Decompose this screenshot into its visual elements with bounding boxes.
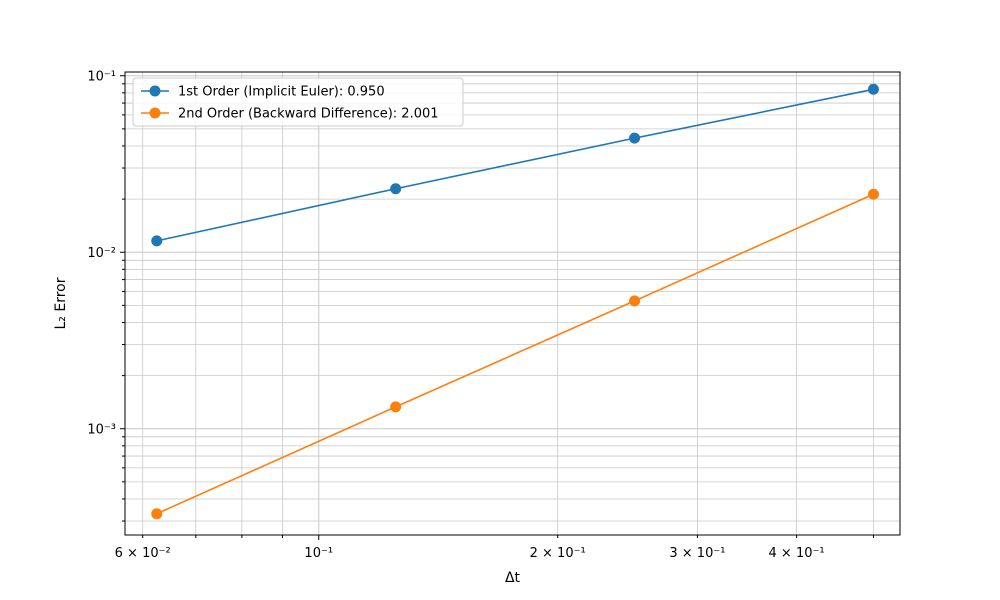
axis-ticks: 6 × 10⁻² 10⁻¹ 2 × 10⁻¹ 3 × 10⁻¹ 4 × 10⁻¹ 10⁻³…	[87, 70, 874, 561]
series-line-1	[156, 88, 874, 242]
x-axis-label: Δt	[505, 570, 521, 586]
x-tick-label: 6 × 10⁻²	[115, 546, 171, 561]
series-1-point	[390, 183, 402, 195]
legend-swatch-marker	[149, 107, 161, 119]
series-1-point	[151, 235, 163, 247]
x-tick-label: 3 × 10⁻¹	[669, 546, 725, 561]
x-tick-label: 10⁻¹	[304, 546, 333, 561]
series-1-point	[867, 83, 879, 95]
legend-entry-label: 1st Order (Implicit Euler): 0.950	[178, 85, 385, 100]
legend-entry-label: 2nd Order (Backward Difference): 2.001	[178, 107, 439, 122]
series-line-2	[156, 193, 874, 515]
x-tick-label: 2 × 10⁻¹	[530, 546, 586, 561]
series-2-point	[867, 188, 879, 200]
series-2-point	[390, 401, 402, 413]
legend: 1st Order (Implicit Euler): 0.950 2nd Ord…	[132, 77, 464, 127]
series-1-point	[629, 132, 641, 144]
y-axis-label: L₂ Error	[53, 277, 69, 329]
series-2-point	[629, 295, 641, 307]
y-tick-label: 10⁻³	[87, 423, 116, 438]
y-tick-label: 10⁻²	[87, 246, 116, 261]
grid	[125, 72, 900, 535]
series-2-point	[151, 508, 163, 520]
legend-swatch-marker	[149, 85, 161, 97]
plot-area-frame	[124, 71, 901, 536]
y-tick-label: 10⁻¹	[87, 70, 116, 85]
legend-box	[132, 77, 464, 127]
x-tick-label: 4 × 10⁻¹	[769, 546, 825, 561]
series	[151, 83, 879, 520]
